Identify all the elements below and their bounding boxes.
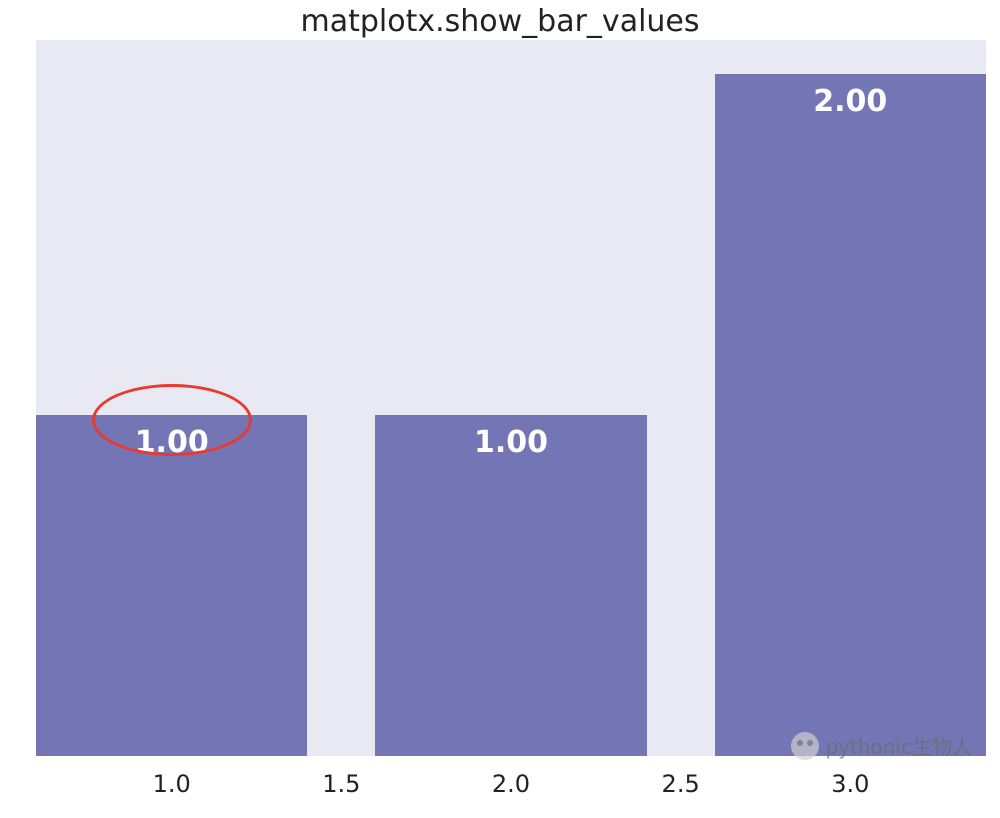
xtick-2: 2.0 xyxy=(471,770,551,798)
bar-label-1: 1.00 xyxy=(375,425,646,460)
plot-area: 1.00 1.00 2.00 xyxy=(36,40,986,756)
chart-container: matplotx.show_bar_values 1.00 1.00 2.00 1.… xyxy=(0,0,1000,818)
bar-0: 1.00 xyxy=(36,415,307,756)
xtick-4: 3.0 xyxy=(810,770,890,798)
watermark: pythonic生物人 xyxy=(791,731,972,760)
watermark-text: pythonic生物人 xyxy=(825,731,972,760)
xtick-3: 2.5 xyxy=(641,770,721,798)
xtick-0: 1.0 xyxy=(132,770,212,798)
annotation-ellipse xyxy=(92,384,252,456)
chart-title: matplotx.show_bar_values xyxy=(0,4,1000,39)
bar-label-2: 2.00 xyxy=(715,84,986,119)
bar-2: 2.00 xyxy=(715,74,986,756)
wechat-icon xyxy=(791,732,819,760)
xtick-1: 1.5 xyxy=(301,770,381,798)
bar-1: 1.00 xyxy=(375,415,646,756)
